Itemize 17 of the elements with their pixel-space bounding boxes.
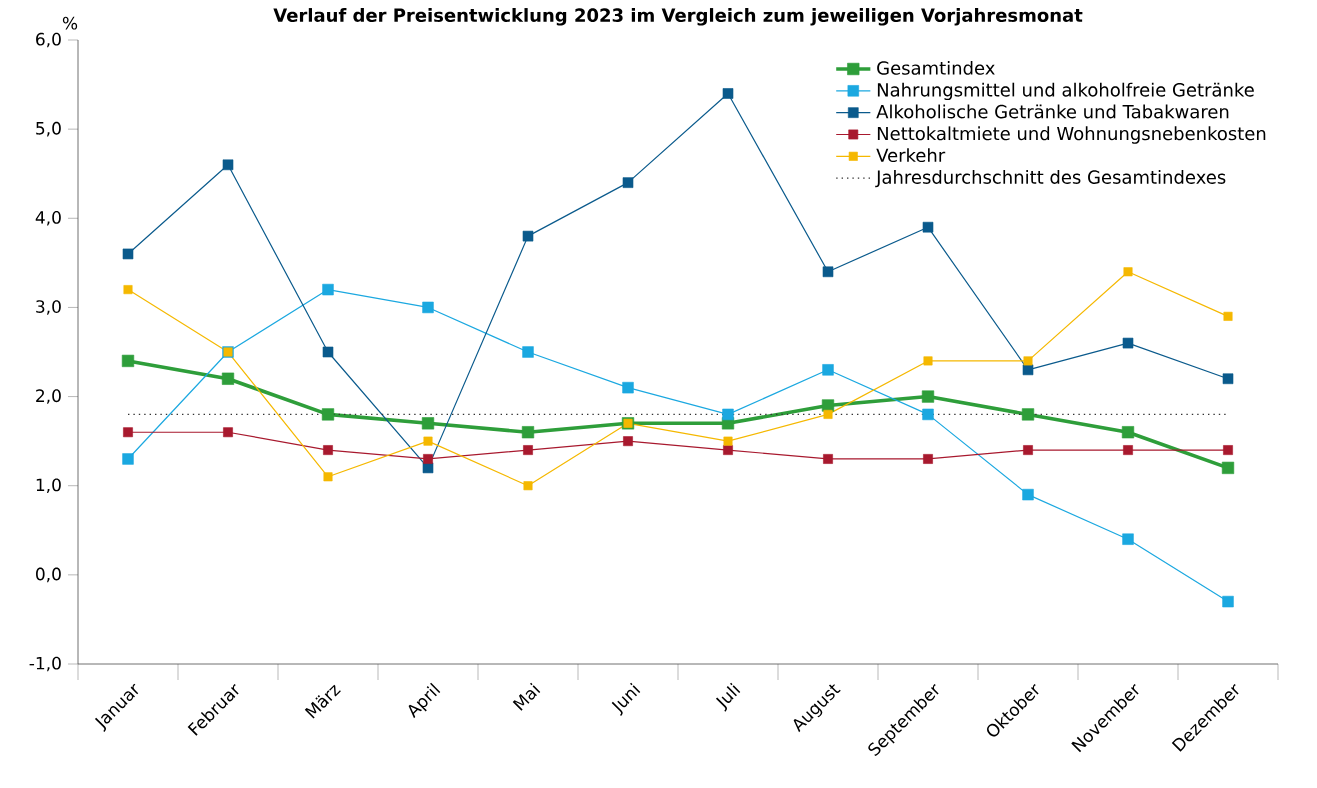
y-tick-label: 0,0: [36, 567, 61, 583]
legend-label: Nahrungsmittel und alkoholfreie Getränke: [877, 82, 1254, 101]
y-tick-label: 4,0: [35, 211, 61, 226]
legend-label: Verkehr: [876, 148, 946, 163]
y-axis-title: %: [62, 16, 78, 30]
y-tick-label: 1,0: [36, 478, 61, 494]
x-tick-label: Mai: [512, 682, 541, 711]
legend-label: Jahresdurchschnitt des Gesamtindexes: [875, 170, 1226, 188]
legend-label: Alkoholische Getränke und Tabakwaren: [876, 104, 1229, 119]
y-tick-label: -1,0: [29, 656, 61, 672]
y-tick-label: 5,0: [36, 121, 61, 137]
y-tick-label: 6,0: [36, 32, 61, 48]
legend-label: Gesamtindex: [877, 60, 995, 75]
legend-label: Nettokaltmiete und Wohnungsnebenkosten: [877, 126, 1266, 144]
y-tick-label: 2,0: [36, 389, 61, 404]
chart-title: Verlauf der Preisentwicklung 2023 im Vergleich zum jeweiligen Vorjahresmonat: [273, 8, 1083, 26]
y-tick-label: 3,0: [36, 300, 61, 315]
